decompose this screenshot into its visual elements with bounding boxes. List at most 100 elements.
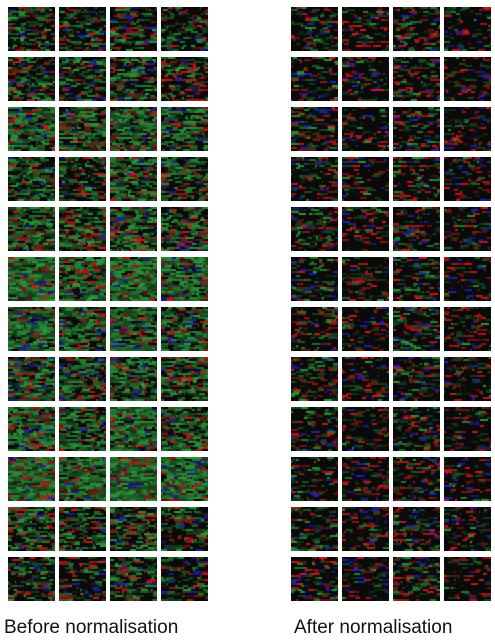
image-tile-pixels: [393, 57, 440, 101]
image-tile-pixels: [161, 257, 208, 301]
image-tile: [8, 507, 55, 551]
image-tile: [342, 207, 389, 251]
image-tile: [444, 457, 491, 501]
image-tile-pixels: [393, 507, 440, 551]
image-tile: [393, 357, 440, 401]
image-tile: [444, 307, 491, 351]
image-tile-pixels: [59, 7, 106, 51]
image-tile: [342, 457, 389, 501]
image-tile-pixels: [59, 557, 106, 601]
image-tile-pixels: [8, 157, 55, 201]
image-tile: [444, 57, 491, 101]
image-tile: [110, 507, 157, 551]
image-tile: [342, 357, 389, 401]
image-tile: [8, 157, 55, 201]
image-tile: [393, 257, 440, 301]
image-tile: [393, 507, 440, 551]
image-tile: [444, 557, 491, 601]
image-tile-pixels: [291, 557, 338, 601]
image-tile-pixels: [59, 157, 106, 201]
image-tile: [8, 57, 55, 101]
image-tile: [342, 107, 389, 151]
image-tile: [110, 307, 157, 351]
image-tile: [291, 7, 338, 51]
image-tile-pixels: [8, 57, 55, 101]
image-tile-pixels: [59, 257, 106, 301]
image-tile: [110, 107, 157, 151]
image-tile-pixels: [59, 457, 106, 501]
image-tile: [110, 557, 157, 601]
image-tile-pixels: [59, 357, 106, 401]
image-tile-pixels: [291, 457, 338, 501]
image-tile: [444, 157, 491, 201]
image-tile-pixels: [444, 107, 491, 151]
image-tile-pixels: [342, 557, 389, 601]
image-tile: [110, 7, 157, 51]
image-tile: [342, 507, 389, 551]
image-tile: [110, 57, 157, 101]
image-tile: [291, 57, 338, 101]
image-tile-pixels: [291, 257, 338, 301]
image-tile-pixels: [444, 407, 491, 451]
image-tile: [59, 57, 106, 101]
image-tile: [444, 257, 491, 301]
image-tile: [342, 307, 389, 351]
image-tile-pixels: [161, 307, 208, 351]
image-tile-pixels: [59, 207, 106, 251]
image-tile-pixels: [8, 357, 55, 401]
image-tile-pixels: [342, 507, 389, 551]
image-tile: [161, 57, 208, 101]
image-tile: [59, 207, 106, 251]
image-tile-pixels: [444, 207, 491, 251]
image-tile-pixels: [110, 357, 157, 401]
image-tile-pixels: [161, 157, 208, 201]
image-tile-pixels: [393, 257, 440, 301]
image-tile-pixels: [342, 357, 389, 401]
image-tile-pixels: [291, 357, 338, 401]
image-tile-pixels: [393, 157, 440, 201]
image-tile-pixels: [59, 57, 106, 101]
image-tile-pixels: [161, 7, 208, 51]
image-tile: [393, 57, 440, 101]
image-tile: [8, 357, 55, 401]
image-tile: [291, 507, 338, 551]
image-tile: [393, 457, 440, 501]
image-tile-pixels: [161, 507, 208, 551]
image-tile: [8, 457, 55, 501]
image-tile: [291, 107, 338, 151]
image-tile: [8, 7, 55, 51]
image-tile-pixels: [342, 7, 389, 51]
image-tile-pixels: [393, 7, 440, 51]
image-tile: [8, 107, 55, 151]
image-tile: [8, 557, 55, 601]
image-tile-pixels: [393, 407, 440, 451]
image-tile-pixels: [8, 207, 55, 251]
image-tile-pixels: [342, 157, 389, 201]
image-tile-pixels: [110, 307, 157, 351]
image-tile-pixels: [444, 307, 491, 351]
image-tile-pixels: [161, 557, 208, 601]
image-tile: [8, 307, 55, 351]
image-tile: [59, 307, 106, 351]
image-tile: [444, 507, 491, 551]
caption-after-normalisation: After normalisation: [294, 617, 453, 638]
image-tile: [342, 557, 389, 601]
image-tile: [393, 107, 440, 151]
image-tile: [59, 457, 106, 501]
image-tile: [161, 157, 208, 201]
image-tile: [161, 257, 208, 301]
image-tile: [393, 207, 440, 251]
image-tile-pixels: [110, 57, 157, 101]
image-tile: [161, 207, 208, 251]
image-tile: [444, 207, 491, 251]
image-tile: [393, 557, 440, 601]
image-tile: [59, 357, 106, 401]
image-tile: [110, 157, 157, 201]
image-tile: [59, 507, 106, 551]
image-tile: [291, 457, 338, 501]
image-tile: [161, 407, 208, 451]
image-tile-pixels: [342, 257, 389, 301]
panel-after-normalisation: [291, 7, 491, 601]
image-tile-pixels: [291, 7, 338, 51]
image-tile: [161, 357, 208, 401]
